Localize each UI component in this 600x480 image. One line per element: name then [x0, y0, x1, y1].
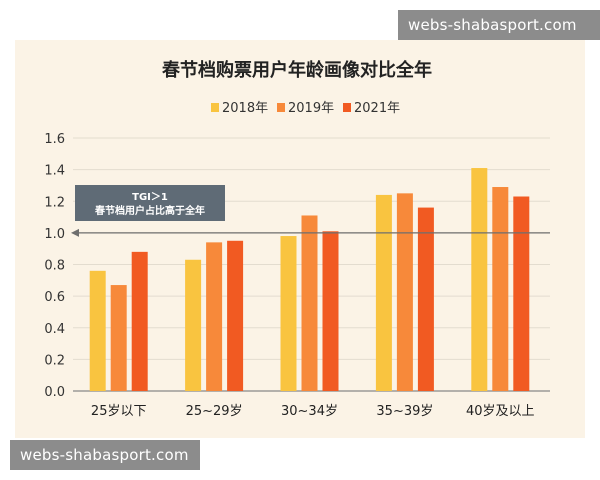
bar-2021年-35~39岁 — [417, 207, 434, 391]
reference-line — [71, 228, 550, 237]
tgi-callout-line2: 春节档用户占比高于全年 — [95, 204, 205, 217]
legend-swatch-2019年 — [277, 103, 285, 112]
watermark-top: webs-shabasport.com — [398, 10, 600, 40]
bar-2018年-35~39岁 — [375, 194, 392, 391]
x-tick-label: 25岁以下 — [91, 404, 147, 419]
bar-2021年-25~29岁 — [227, 240, 244, 391]
bar-2018年-25岁以下 — [89, 270, 106, 391]
legend-swatch-2021年 — [343, 103, 351, 112]
legend-label: 2018年 — [222, 101, 268, 116]
y-tick-label: 0.6 — [44, 290, 65, 305]
tgi-callout-box — [75, 185, 225, 221]
x-tick-label: 30~34岁 — [281, 404, 338, 419]
x-tick-label: 40岁及以上 — [466, 404, 535, 419]
y-tick-label: 0.4 — [44, 322, 65, 337]
bars — [89, 168, 530, 391]
y-tick-label: 1.0 — [44, 227, 65, 242]
x-tick-label: 35~39岁 — [376, 404, 433, 419]
y-tick-label: 1.2 — [44, 195, 65, 210]
y-tick-label: 0.0 — [44, 385, 65, 400]
bar-2021年-40岁及以上 — [513, 196, 530, 391]
x-axis-ticks: 25岁以下 25~29岁 30~34岁 35~39岁 40岁及以上 — [91, 404, 535, 419]
y-tick-label: 1.6 — [44, 132, 65, 147]
bar-2021年-25岁以下 — [131, 251, 148, 391]
bar-2019年-25~29岁 — [206, 242, 223, 391]
bar-2019年-30~34岁 — [301, 215, 318, 391]
bar-2021年-30~34岁 — [322, 231, 339, 391]
chart-title: 春节档购票用户年龄画像对比全年 — [162, 59, 432, 81]
y-tick-label: 0.2 — [44, 353, 65, 368]
watermark-bottom: webs-shabasport.com — [10, 440, 200, 470]
y-axis-ticks: 0.0 0.2 0.4 0.6 0.8 1.0 1.2 1.4 1.6 — [44, 132, 65, 400]
y-tick-label: 0.8 — [44, 259, 65, 274]
legend: 2018年 2019年 2021年 — [211, 101, 400, 116]
reference-arrow-icon — [71, 228, 79, 237]
bar-2019年-25岁以下 — [110, 285, 127, 391]
legend-swatch-2018年 — [211, 103, 219, 112]
bar-2018年-30~34岁 — [280, 236, 297, 391]
bar-2019年-35~39岁 — [396, 193, 413, 391]
y-tick-label: 1.4 — [44, 164, 65, 179]
bar-chart: 春节档购票用户年龄画像对比全年 2018年 2019年 2021年 0.00.20.… — [44, 59, 550, 419]
tgi-callout-line1: TGI＞1 — [132, 191, 168, 203]
bar-2018年-25~29岁 — [185, 259, 202, 391]
chart-panel: 春节档购票用户年龄画像对比全年 2018年 2019年 2021年 0.0 0.2 0.… — [15, 40, 585, 438]
legend-label: 2019年 — [288, 101, 334, 116]
legend-label: 2021年 — [354, 101, 400, 116]
tgi-callout: TGI＞1 春节档用户占比高于全年 — [75, 185, 225, 221]
bar-2019年-40岁及以上 — [492, 187, 509, 391]
x-tick-label: 25~29岁 — [186, 404, 243, 419]
bar-2018年-40岁及以上 — [471, 168, 488, 391]
